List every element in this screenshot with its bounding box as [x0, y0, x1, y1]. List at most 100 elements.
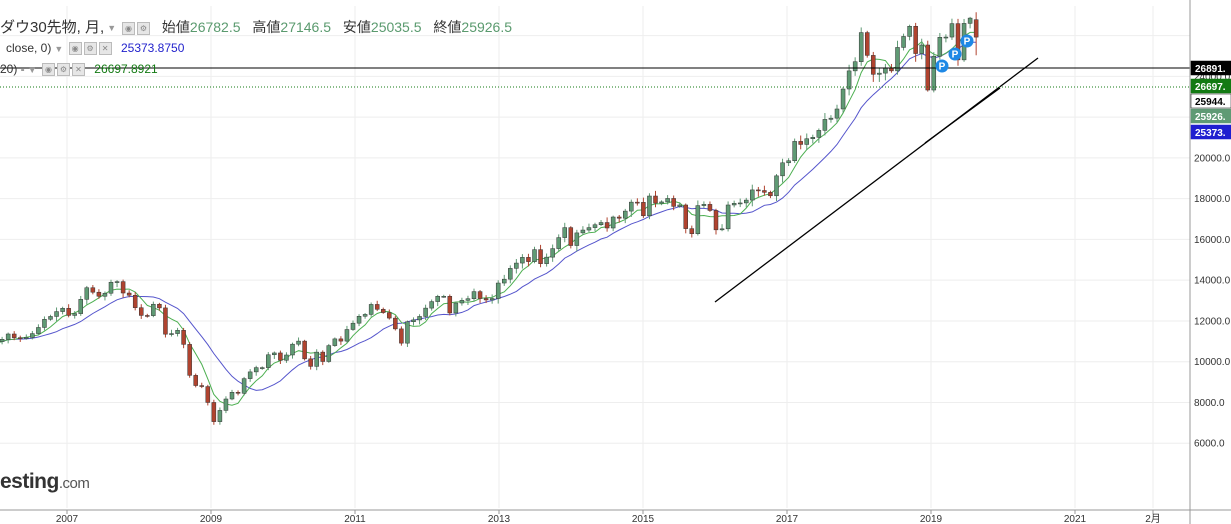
- candle-body: [205, 386, 211, 403]
- indicator-1-dropdown-icon[interactable]: ▼: [54, 43, 64, 54]
- y-tick-label: 18000.0: [1194, 194, 1231, 205]
- candle-body: [562, 227, 567, 238]
- title-dropdown-icon[interactable]: ▼: [107, 23, 117, 34]
- candle-body: [877, 72, 882, 75]
- event-badge-icon[interactable]: P: [960, 34, 974, 48]
- candle-body: [744, 199, 749, 204]
- candle: [278, 350, 283, 365]
- candle-body: [24, 337, 29, 339]
- indicator-1-settings-icon[interactable]: ⚙: [83, 42, 97, 56]
- ohlc-legend: ダウ30先物, 月, ▼ ◉ ⚙ 始値26782.5 高値27146.5 安値250…: [0, 16, 512, 37]
- candle-body: [568, 227, 574, 246]
- candle-body: [30, 333, 35, 338]
- candle-body: [798, 141, 803, 145]
- candle: [417, 314, 422, 325]
- candle: [151, 301, 156, 318]
- indicator-1-visibility-icon[interactable]: ◉: [68, 42, 82, 56]
- candle-body: [598, 222, 604, 225]
- candle: [495, 280, 501, 304]
- candle-body: [11, 333, 17, 338]
- indicator-2-label[interactable]: 20) -: [0, 62, 25, 76]
- candle-body: [217, 410, 223, 422]
- candle: [852, 57, 858, 76]
- candle: [175, 327, 180, 337]
- candle-body: [701, 204, 707, 206]
- candle: [284, 352, 289, 363]
- indicator-1-label[interactable]: close, 0): [6, 41, 52, 55]
- candle: [356, 314, 362, 327]
- candle: [11, 331, 17, 341]
- price-label-text: 26891.: [1195, 64, 1226, 75]
- candle-body: [768, 192, 773, 197]
- candle: [229, 389, 235, 401]
- candle-body: [48, 316, 53, 320]
- candle-body: [290, 343, 295, 356]
- indicator-2-visibility-icon[interactable]: ◉: [41, 63, 55, 77]
- candle-body: [326, 345, 332, 362]
- indicator-1-close-icon[interactable]: ✕: [98, 42, 112, 56]
- candle-body: [629, 201, 634, 212]
- candle-body: [181, 330, 186, 345]
- indicator-2-settings-icon[interactable]: ⚙: [56, 63, 70, 77]
- settings-icon[interactable]: ⚙: [137, 21, 151, 35]
- candle-body: [132, 295, 138, 308]
- trendline-long: [714, 57, 1039, 303]
- visibility-toggle-icon[interactable]: ◉: [122, 21, 136, 35]
- candle: [266, 352, 271, 371]
- indicator-2-dropdown-icon[interactable]: ▼: [27, 64, 37, 75]
- candle: [707, 201, 713, 212]
- x-tick-label: 2019: [920, 514, 943, 524]
- candle: [260, 366, 265, 370]
- candle-body: [616, 216, 622, 219]
- instrument-title[interactable]: ダウ30先物, 月,: [0, 19, 105, 36]
- event-badge-icon[interactable]: P: [948, 47, 962, 61]
- candle: [387, 309, 392, 320]
- candle-body: [659, 201, 664, 204]
- candle-body: [471, 291, 477, 299]
- candle: [48, 314, 53, 321]
- x-tick-label: 2009: [200, 514, 223, 524]
- candle-body: [852, 61, 858, 72]
- indicator-2-close-icon[interactable]: ✕: [71, 63, 85, 77]
- candle: [253, 365, 259, 376]
- candle-body: [302, 340, 307, 360]
- candle: [344, 325, 350, 343]
- candle: [877, 67, 882, 82]
- event-badge-icon[interactable]: P: [935, 59, 949, 73]
- candle: [18, 335, 23, 342]
- candle-body: [532, 249, 537, 262]
- candle-body: [671, 198, 676, 207]
- candle: [834, 104, 840, 124]
- open-value: 26782.5: [189, 19, 241, 35]
- candle-body: [822, 119, 828, 131]
- candle-body: [508, 268, 513, 280]
- candle: [810, 134, 816, 144]
- candle: [774, 173, 779, 201]
- candle-body: [314, 351, 319, 367]
- candle-body: [78, 299, 83, 314]
- candle-body: [907, 25, 912, 37]
- candle: [96, 289, 102, 299]
- candle: [368, 302, 374, 317]
- candle: [913, 22, 918, 62]
- candle-body: [502, 278, 507, 284]
- candle-body: [253, 367, 259, 373]
- candle-body: [592, 224, 598, 228]
- candle-body: [0, 339, 5, 342]
- candle: [901, 33, 906, 51]
- candle-body: [804, 138, 809, 145]
- candle: [362, 313, 368, 319]
- candle-body: [689, 228, 695, 234]
- candle: [302, 339, 307, 361]
- candle-body: [623, 210, 628, 219]
- price-label-bg: [1190, 60, 1231, 76]
- price-label-text: 25373.: [1195, 128, 1226, 139]
- price-label-bg: [1190, 93, 1231, 109]
- candle-body: [556, 237, 561, 249]
- y-tick-label: 10000.0: [1194, 357, 1231, 368]
- indicator-legend-1: close, 0) ▼ ◉ ⚙ ✕ 25373.8750: [0, 41, 184, 56]
- candle: [502, 274, 507, 286]
- candle: [90, 285, 96, 295]
- candle: [943, 34, 949, 43]
